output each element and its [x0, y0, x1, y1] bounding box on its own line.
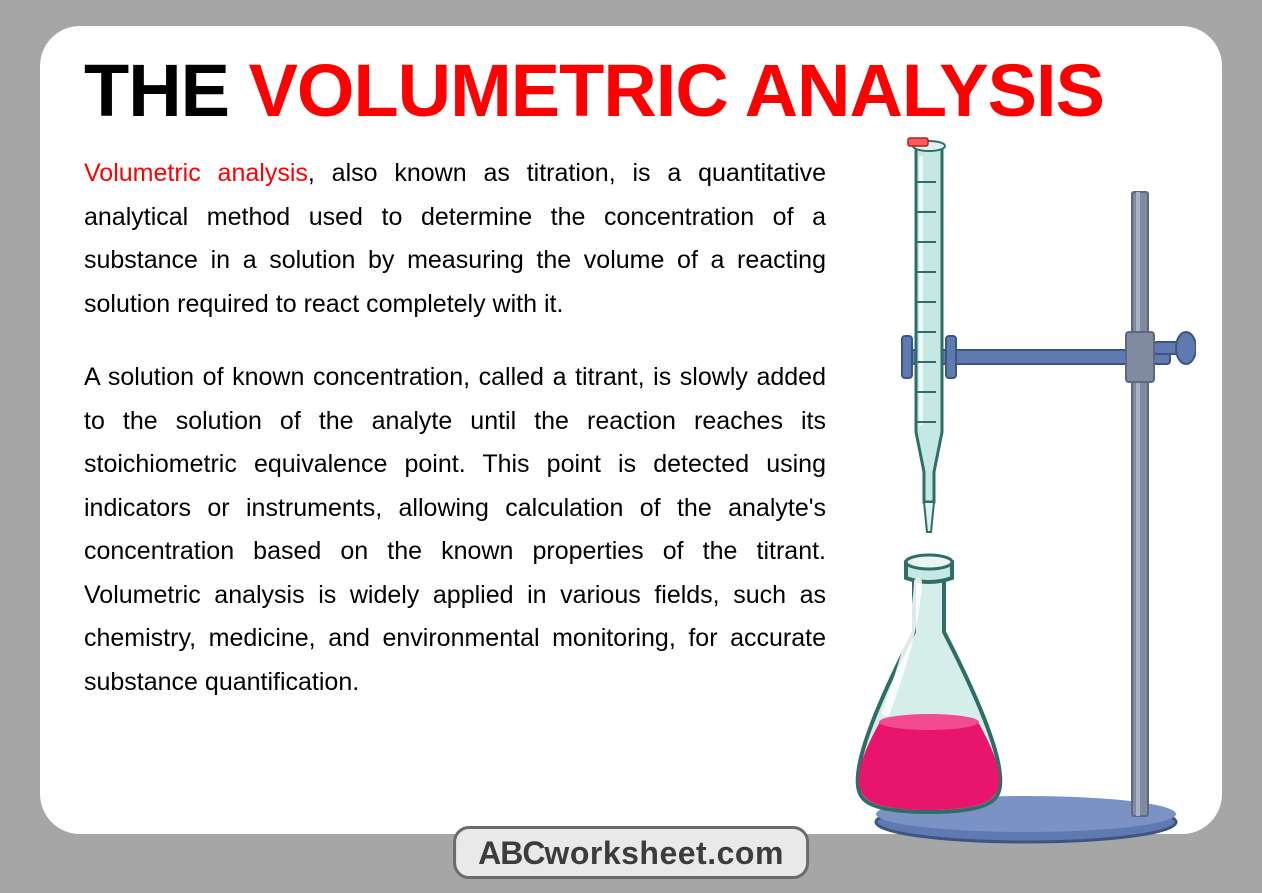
burette-stopcock-icon — [908, 138, 928, 146]
page-title: THE VOLUMETRIC ANALYSIS — [84, 54, 1178, 128]
clamp-jaw-right-icon — [946, 336, 956, 378]
paragraph-1: Volumetric analysis, also known as titra… — [84, 152, 826, 326]
footer-brand-abc: ABC — [478, 835, 544, 871]
flask-liquid-surface-icon — [879, 714, 979, 730]
clamp-post-icon — [1126, 332, 1154, 382]
clamp-knob-icon — [1176, 332, 1196, 364]
title-part-the: THE — [84, 49, 249, 132]
flask-opening-icon — [906, 555, 952, 569]
footer-brand-rest: worksheet.com — [544, 835, 783, 871]
highlight-term: Volumetric analysis — [84, 159, 308, 187]
footer-brand-badge: ABCworksheet.com — [453, 826, 809, 879]
titration-svg — [836, 132, 1196, 852]
burette-highlight-icon — [919, 156, 923, 426]
flask-liquid-icon — [859, 718, 1000, 810]
titration-illustration — [846, 152, 1176, 734]
title-part-volumetric: VOLUMETRIC ANALYSIS — [249, 49, 1104, 132]
worksheet-card: THE VOLUMETRIC ANALYSIS Volumetric analy… — [40, 26, 1222, 834]
content-row: Volumetric analysis, also known as titra… — [84, 152, 1178, 734]
stand-rod-highlight-icon — [1136, 192, 1140, 816]
body-text: Volumetric analysis, also known as titra… — [84, 152, 826, 734]
burette-tip-icon — [924, 502, 934, 532]
clamp-jaw-left-icon — [902, 336, 912, 378]
paragraph-2: A solution of known concentration, calle… — [84, 356, 826, 704]
